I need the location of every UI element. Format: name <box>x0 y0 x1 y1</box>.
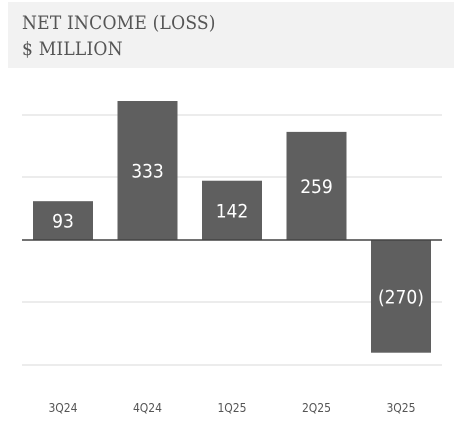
bars <box>33 101 431 353</box>
data-labels: 93 333 142 259 (270) <box>52 161 424 309</box>
bar-3q24 <box>33 201 93 240</box>
chart-subtitle: $ MILLION <box>22 38 123 60</box>
chart-header: NET INCOME (LOSS) $ MILLION <box>8 2 454 68</box>
bar-4q24 <box>117 101 178 240</box>
data-label-4q24: 333 <box>131 161 164 183</box>
x-tick-4q24: 4Q24 <box>133 401 162 415</box>
bar-3q25 <box>371 240 431 353</box>
x-tick-3q25: 3Q25 <box>386 401 415 415</box>
data-label-1q25: 142 <box>216 200 249 222</box>
bar-1q25 <box>202 180 262 240</box>
bar-2q25 <box>286 131 347 240</box>
chart-title: NET INCOME (LOSS) <box>22 12 216 34</box>
data-label-2q25: 259 <box>300 176 333 198</box>
x-tick-labels: 3Q24 4Q24 1Q25 2Q25 3Q25 <box>48 401 415 415</box>
x-tick-1q25: 1Q25 <box>217 401 246 415</box>
x-tick-2q25: 2Q25 <box>302 401 331 415</box>
data-label-3q24: 93 <box>52 211 74 233</box>
data-label-3q25: (270) <box>378 286 424 308</box>
x-tick-3q24: 3Q24 <box>48 401 77 415</box>
